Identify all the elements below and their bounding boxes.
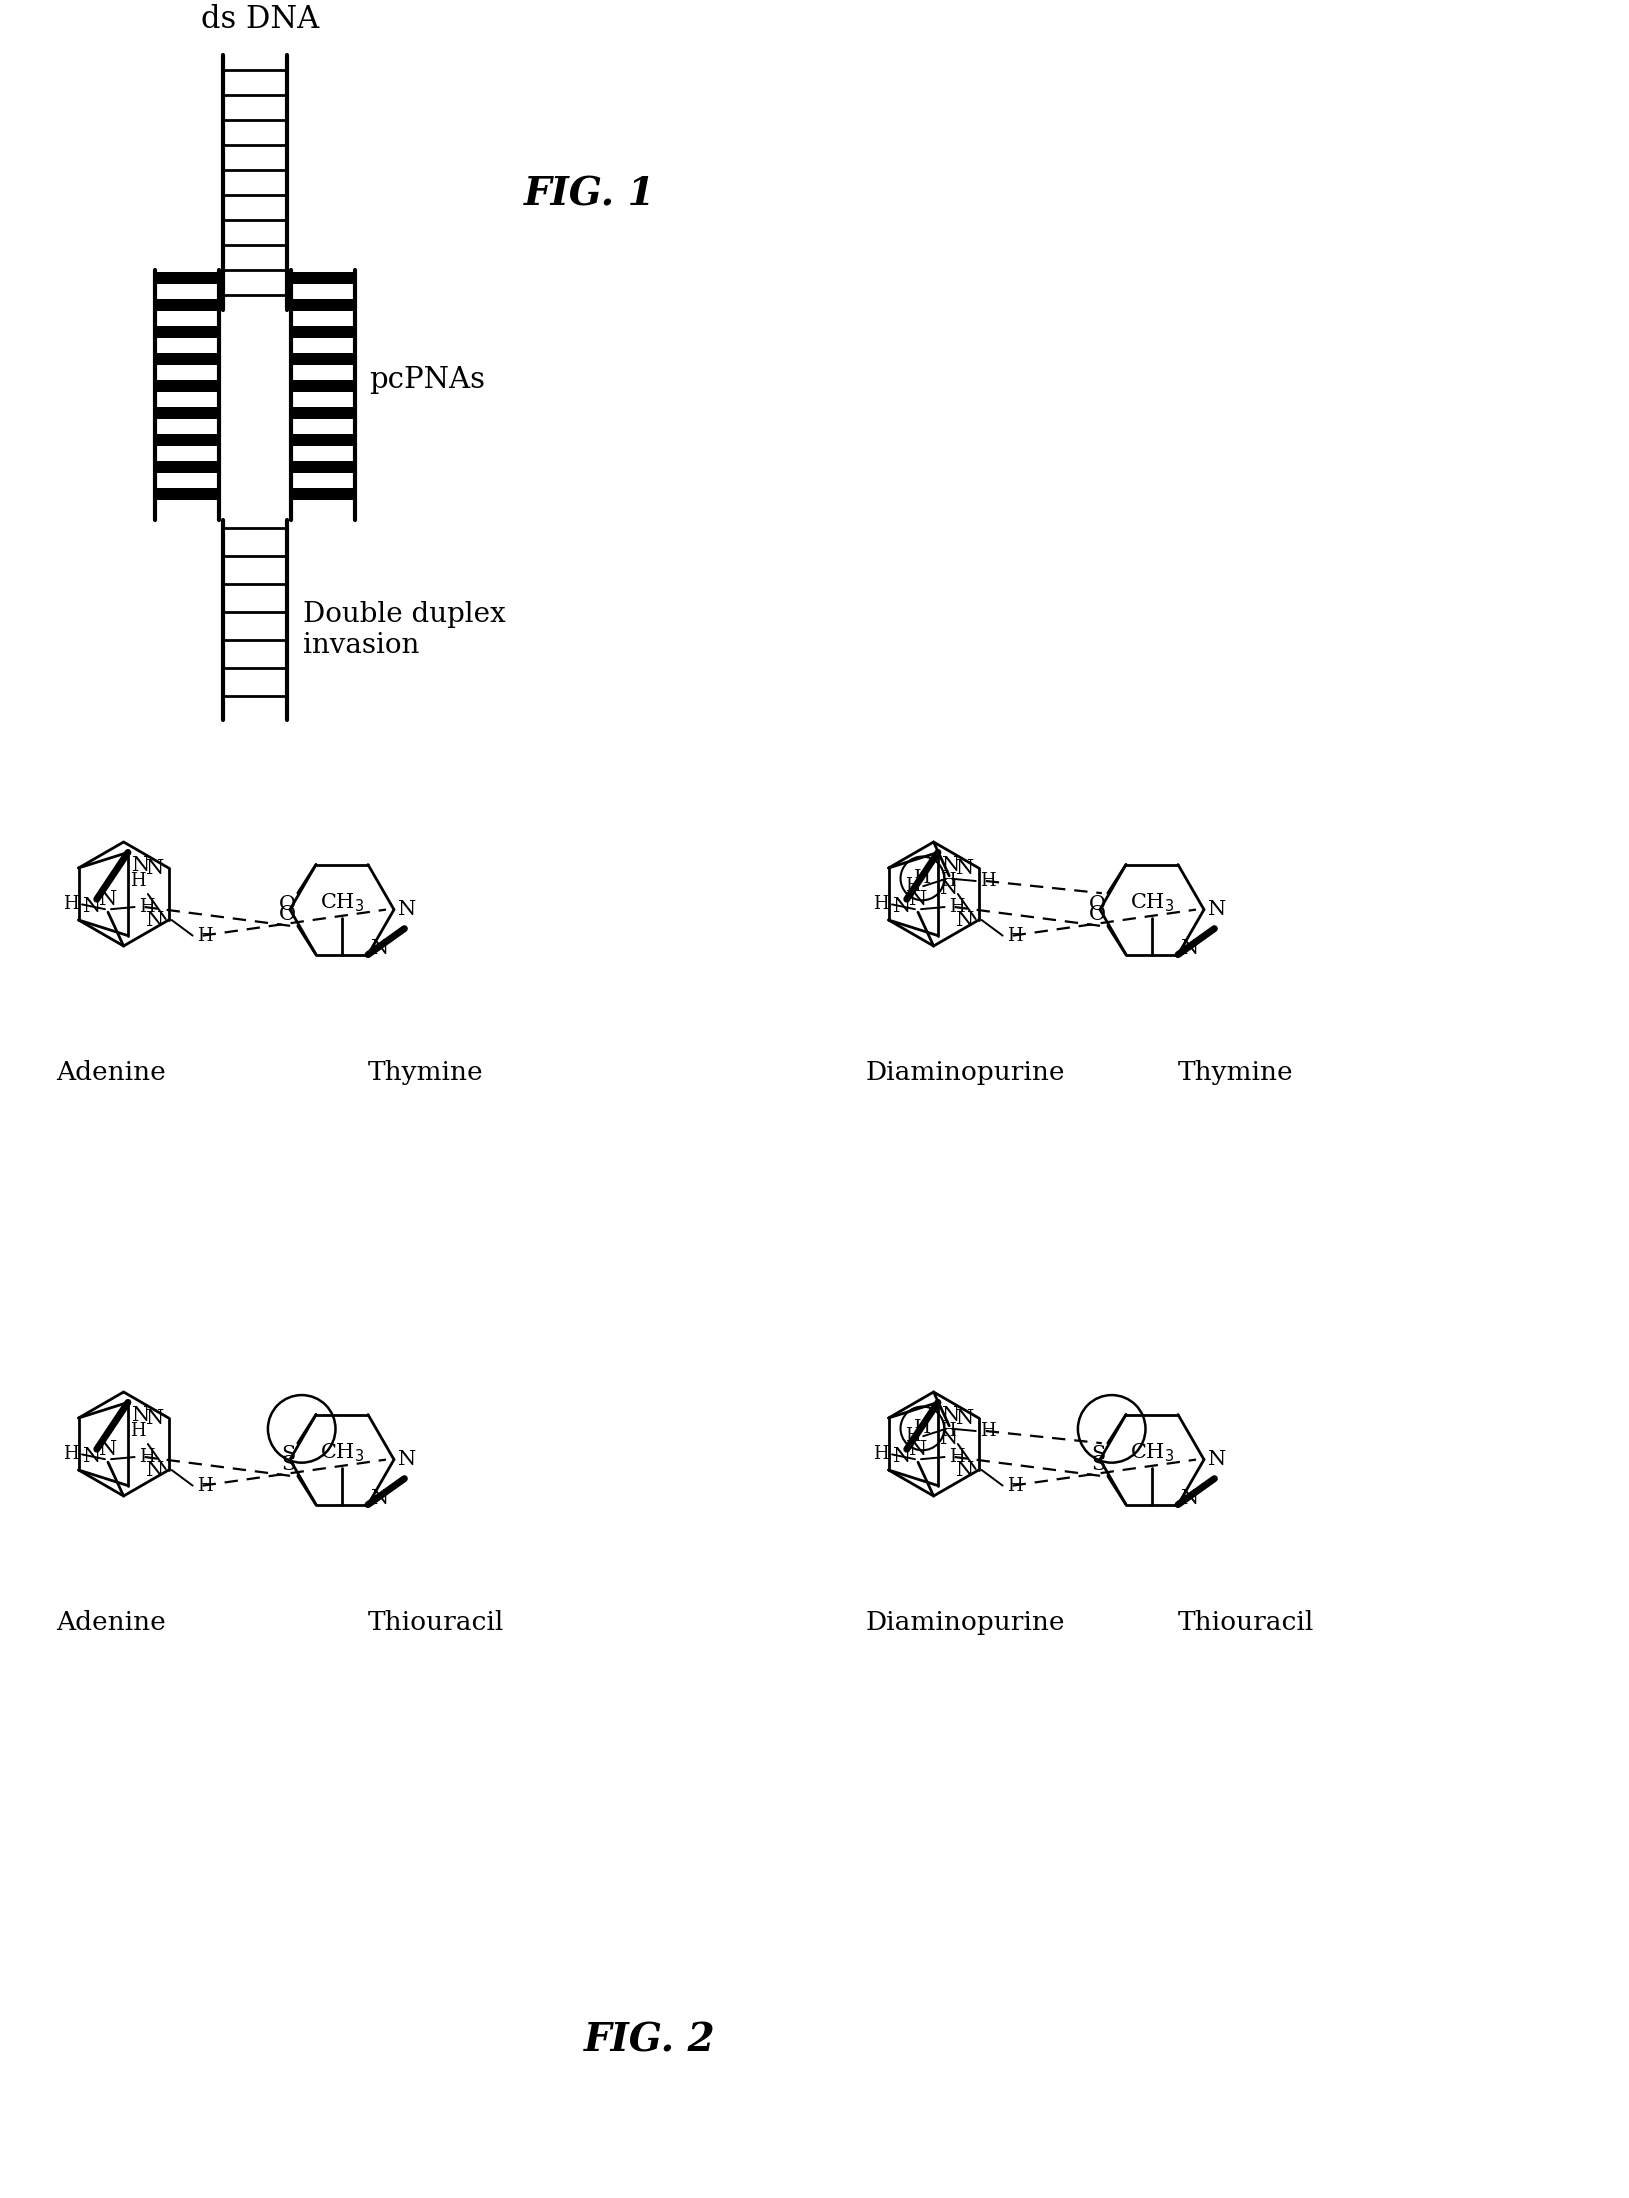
Text: H: H bbox=[197, 1477, 212, 1495]
Text: N: N bbox=[1181, 939, 1199, 958]
Bar bbox=[155, 488, 218, 499]
Bar bbox=[155, 407, 218, 420]
Bar bbox=[292, 273, 355, 284]
Text: N: N bbox=[909, 890, 927, 910]
Bar bbox=[155, 433, 218, 446]
Text: N: N bbox=[940, 879, 958, 897]
Bar bbox=[292, 380, 355, 391]
Text: Thiouracil: Thiouracil bbox=[1178, 1611, 1315, 1635]
Bar bbox=[155, 299, 218, 310]
Text: H: H bbox=[948, 899, 964, 917]
Text: S: S bbox=[1091, 1444, 1106, 1464]
Text: N: N bbox=[956, 1409, 974, 1427]
Text: H: H bbox=[979, 873, 995, 890]
Bar bbox=[155, 354, 218, 365]
Text: Diaminopurine: Diaminopurine bbox=[867, 1059, 1065, 1086]
Text: N: N bbox=[942, 1407, 959, 1424]
Text: H: H bbox=[979, 1422, 995, 1440]
Bar bbox=[155, 273, 218, 284]
Text: H: H bbox=[940, 873, 956, 890]
Text: N: N bbox=[83, 897, 101, 917]
Text: H: H bbox=[873, 895, 889, 914]
Bar bbox=[292, 299, 355, 310]
Text: H: H bbox=[1007, 1477, 1023, 1495]
Text: N: N bbox=[371, 1488, 389, 1508]
Bar bbox=[292, 462, 355, 473]
Bar bbox=[155, 380, 218, 391]
Text: N: N bbox=[940, 1429, 958, 1448]
Text: O: O bbox=[1088, 906, 1106, 923]
Text: S: S bbox=[1091, 1455, 1106, 1475]
Text: N: N bbox=[909, 1440, 927, 1459]
Bar bbox=[292, 407, 355, 420]
Text: H: H bbox=[197, 928, 212, 945]
Text: H: H bbox=[1007, 928, 1023, 945]
Text: H: H bbox=[904, 1427, 920, 1446]
Text: H: H bbox=[904, 877, 920, 895]
Text: N: N bbox=[147, 859, 165, 877]
Bar bbox=[292, 488, 355, 499]
Text: H: H bbox=[914, 1420, 930, 1437]
Text: O: O bbox=[279, 895, 296, 914]
Text: ds DNA: ds DNA bbox=[200, 4, 319, 35]
Text: N: N bbox=[956, 910, 974, 930]
Text: N: N bbox=[1181, 1488, 1199, 1508]
Text: Thymine: Thymine bbox=[368, 1059, 484, 1086]
Text: N: N bbox=[397, 1451, 417, 1468]
Text: FIG. 1: FIG. 1 bbox=[525, 176, 656, 213]
Text: H: H bbox=[130, 873, 147, 890]
Text: N: N bbox=[371, 939, 389, 958]
Text: N: N bbox=[1209, 901, 1227, 919]
Text: N: N bbox=[99, 890, 117, 910]
Text: N: N bbox=[147, 1409, 165, 1427]
Text: H: H bbox=[873, 1446, 889, 1464]
Bar bbox=[292, 354, 355, 365]
Text: N: N bbox=[132, 857, 150, 875]
Text: Diaminopurine: Diaminopurine bbox=[867, 1611, 1065, 1635]
Text: H: H bbox=[130, 1422, 147, 1440]
Text: H: H bbox=[138, 1448, 155, 1466]
Text: N: N bbox=[132, 1407, 150, 1424]
Text: N: N bbox=[147, 1459, 165, 1479]
Text: N: N bbox=[942, 857, 959, 875]
Text: O: O bbox=[279, 906, 296, 923]
Text: CH$_3$: CH$_3$ bbox=[319, 1442, 365, 1464]
Text: Adenine: Adenine bbox=[55, 1059, 166, 1086]
Bar bbox=[292, 433, 355, 446]
Text: N: N bbox=[83, 1446, 101, 1466]
Text: O: O bbox=[1088, 895, 1106, 914]
Text: H: H bbox=[64, 895, 78, 914]
Text: N: N bbox=[99, 1440, 117, 1459]
Text: CH$_3$: CH$_3$ bbox=[1131, 1442, 1175, 1464]
Text: S: S bbox=[282, 1455, 296, 1475]
Text: S: S bbox=[282, 1444, 296, 1464]
Text: N: N bbox=[397, 901, 417, 919]
Text: pcPNAs: pcPNAs bbox=[370, 367, 485, 393]
Text: H: H bbox=[64, 1446, 78, 1464]
Text: CH$_3$: CH$_3$ bbox=[319, 892, 365, 914]
Text: Adenine: Adenine bbox=[55, 1611, 166, 1635]
Text: N: N bbox=[147, 910, 165, 930]
Bar bbox=[155, 325, 218, 338]
Text: H: H bbox=[914, 870, 930, 888]
Text: N: N bbox=[956, 1459, 974, 1479]
Text: H: H bbox=[138, 899, 155, 917]
Text: N: N bbox=[893, 897, 911, 917]
Bar bbox=[292, 325, 355, 338]
Text: N: N bbox=[956, 859, 974, 877]
Text: N: N bbox=[1209, 1451, 1227, 1468]
Text: Thiouracil: Thiouracil bbox=[368, 1611, 505, 1635]
Text: H: H bbox=[948, 1448, 964, 1466]
Text: FIG. 2: FIG. 2 bbox=[585, 2020, 715, 2060]
Text: H: H bbox=[940, 1422, 956, 1440]
Bar bbox=[155, 462, 218, 473]
Text: N: N bbox=[893, 1446, 911, 1466]
Text: Double duplex
invasion: Double duplex invasion bbox=[303, 600, 505, 659]
Text: CH$_3$: CH$_3$ bbox=[1131, 892, 1175, 914]
Text: Thymine: Thymine bbox=[1178, 1059, 1293, 1086]
